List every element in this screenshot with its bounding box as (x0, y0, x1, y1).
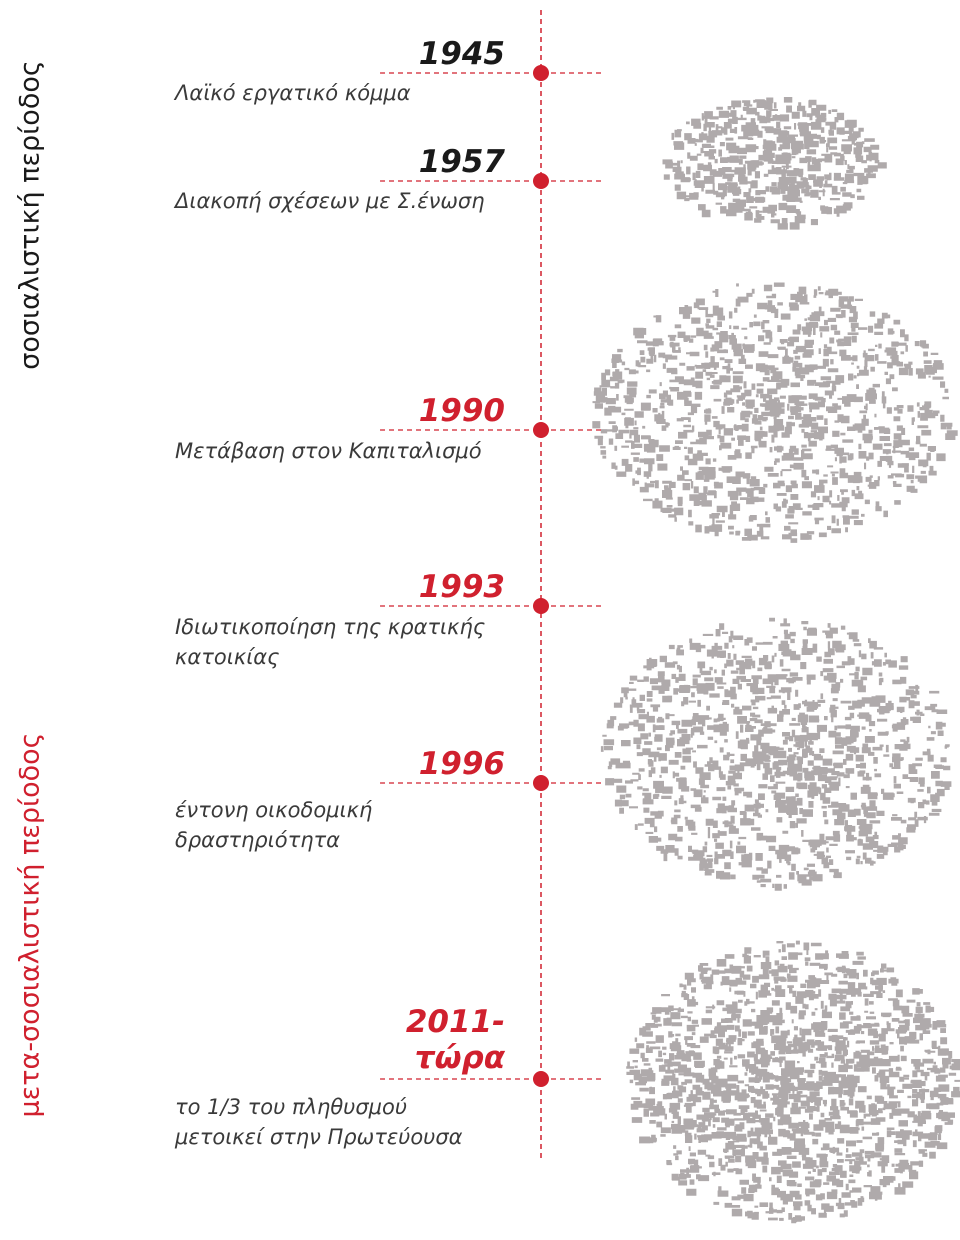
event-dot (533, 1071, 549, 1087)
event-year: 1990 (419, 393, 505, 429)
event-description: Λαϊκό εργατικό κόμμα (175, 78, 411, 108)
period-label: σοσιαλιστική περίοδος (15, 60, 46, 369)
event-dot (533, 775, 549, 791)
event-year: 1993 (419, 569, 505, 605)
event-dot (533, 173, 549, 189)
event-year: 1996 (419, 746, 505, 782)
city-map (663, 97, 887, 230)
page: Timeline {"periods": [ {"label": "σοσιαλ… (0, 0, 960, 1240)
city-map (601, 618, 952, 891)
event-year: 2011- τώρα (406, 1004, 505, 1076)
event-dot (533, 598, 549, 614)
event-description: Μετάβαση στον Καπιταλισμό (175, 436, 482, 466)
event-year: 1957 (419, 144, 505, 180)
event-dot (533, 65, 549, 81)
city-map (626, 941, 960, 1224)
event-description: Ιδιωτικοποίηση της κρατικής κατοικίας (175, 612, 485, 672)
city-map (592, 283, 957, 543)
timeline-page: σοσιαλιστική περίοδος μετα-σοσιαλιστική … (0, 0, 960, 1240)
event-description: έντονη οικοδομική δραστηριότητα (175, 795, 372, 855)
period-label: μετα-σοσιαλιστική περίοδος (15, 732, 46, 1117)
event-dot (533, 422, 549, 438)
event-description: το 1/3 του πληθυσμού μετοικεί στην Πρωτε… (175, 1092, 463, 1152)
event-year: 1945 (419, 36, 505, 72)
event-description: Διακοπή σχέσεων με Σ.ένωση (175, 186, 485, 216)
